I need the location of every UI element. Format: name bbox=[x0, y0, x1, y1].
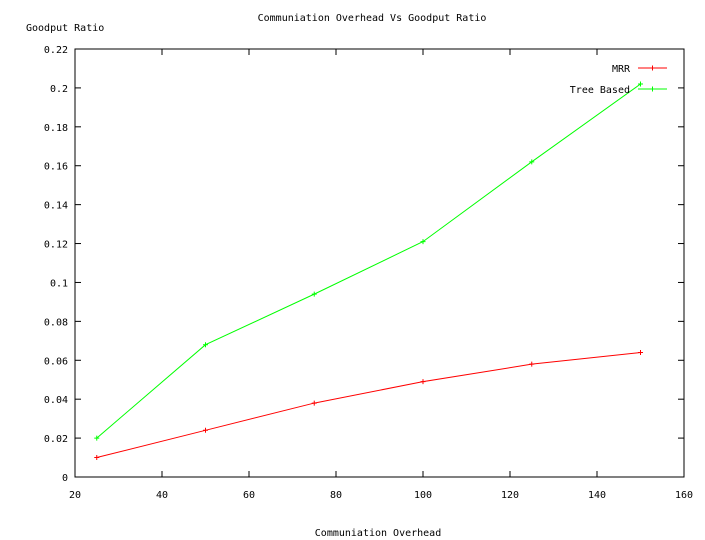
y-tick-label: 0.18 bbox=[44, 123, 68, 134]
y-tick-label: 0.22 bbox=[44, 45, 68, 56]
data-point-tree-based bbox=[420, 239, 426, 245]
data-point-tree-based bbox=[529, 159, 535, 165]
x-tick-label: 60 bbox=[243, 490, 255, 501]
x-tick-label: 120 bbox=[501, 490, 519, 501]
y-tick-label: 0.2 bbox=[50, 84, 68, 95]
chart-title: Communiation Overhead Vs Goodput Ratio bbox=[258, 13, 487, 24]
legend: MRR Tree Based bbox=[570, 64, 667, 96]
data-point-mrr bbox=[311, 400, 317, 406]
x-tick-label: 20 bbox=[69, 490, 81, 501]
series-mrr bbox=[94, 349, 643, 461]
data-point-tree-based bbox=[94, 435, 100, 441]
x-tick-label: 140 bbox=[588, 490, 606, 501]
data-point-mrr bbox=[638, 349, 643, 355]
y-tick-label: 0.16 bbox=[44, 162, 68, 173]
x-axis-label: Communiation Overhead bbox=[315, 528, 441, 539]
y-tick-label: 0.06 bbox=[44, 356, 68, 367]
x-tick-label: 40 bbox=[156, 490, 168, 501]
y-axis-label: Goodput Ratio bbox=[26, 23, 104, 34]
series-tree-based bbox=[94, 81, 643, 441]
series-line-tree-based bbox=[96, 83, 641, 439]
data-point-tree-based bbox=[311, 291, 317, 297]
series-layer bbox=[94, 81, 643, 461]
data-point-mrr bbox=[203, 427, 208, 433]
legend-label-mrr: MRR bbox=[612, 64, 631, 75]
legend-label-tree-based: Tree Based bbox=[570, 85, 630, 96]
x-tick-label: 100 bbox=[414, 490, 432, 501]
y-tick-label: 0.08 bbox=[44, 317, 68, 328]
series-line-mrr bbox=[96, 351, 641, 459]
data-point-mrr bbox=[94, 455, 100, 461]
y-tick-label: 0.14 bbox=[44, 201, 68, 212]
legend-marker-tree-based bbox=[650, 86, 655, 92]
y-tick-label: 0.12 bbox=[44, 240, 68, 251]
y-tick-label: 0.02 bbox=[44, 434, 68, 445]
data-point-mrr bbox=[529, 361, 535, 367]
y-tick-label: 0.1 bbox=[50, 278, 68, 289]
axis-ticks: 0 0.02 0.04 0.06 0.08 0.1 0.12 0.14 0.16 0.18 0.2 0… bbox=[44, 45, 693, 501]
data-point-tree-based bbox=[638, 81, 643, 87]
plot-frame bbox=[74, 48, 685, 478]
x-tick-label: 160 bbox=[675, 490, 693, 501]
y-tick-label: 0.04 bbox=[44, 395, 68, 406]
legend-marker-mrr bbox=[650, 65, 655, 71]
y-tick-label: 0 bbox=[62, 473, 68, 484]
x-tick-label: 80 bbox=[330, 490, 342, 501]
data-point-mrr bbox=[420, 379, 426, 385]
data-point-tree-based bbox=[203, 342, 208, 348]
